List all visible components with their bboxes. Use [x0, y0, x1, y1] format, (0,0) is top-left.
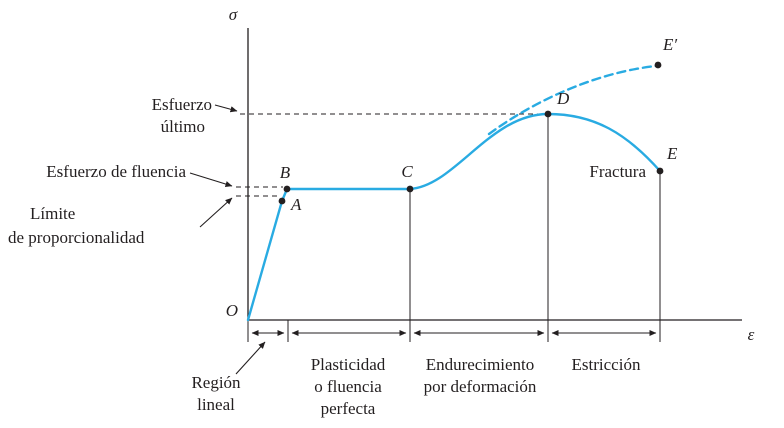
point-a-label: A	[290, 195, 302, 214]
ultimate-stress-arrow	[214, 104, 238, 113]
strain-hardening-label-line1: Endurecimiento	[426, 355, 535, 374]
ultimate-stress-label-line1: Esfuerzo	[152, 95, 212, 114]
ultimate-stress-label-line2: último	[161, 117, 205, 136]
sigma-axis-label: σ	[229, 5, 238, 24]
point-c-dot	[406, 185, 414, 193]
yield-stress-label: Esfuerzo de fluencia	[46, 162, 186, 181]
point-a-dot	[278, 197, 286, 205]
point-d-dot	[544, 110, 552, 118]
point-d-label: D	[556, 89, 570, 108]
strain-hardening-label-line2: por deformación	[424, 377, 537, 396]
true-stress-strain-dashed-curve	[487, 64, 658, 136]
linear-region-label-line2: lineal	[197, 395, 235, 414]
epsilon-axis-label: ε	[748, 325, 755, 344]
point-e-label: E	[666, 144, 678, 163]
proportional-limit-arrow	[199, 197, 233, 228]
point-e-dot	[656, 167, 664, 175]
point-e-prime-label: E′	[662, 35, 677, 54]
origin-label: O	[226, 301, 238, 320]
point-e-prime-dot	[654, 61, 662, 69]
perfect-plasticity-label-line2: o fluencia	[314, 377, 382, 396]
point-b-dot	[283, 185, 291, 193]
perfect-plasticity-label-line3: perfecta	[321, 399, 376, 418]
engineering-stress-strain-curve	[246, 112, 662, 322]
proportional-limit-label-line1: Límite	[30, 204, 75, 223]
linear-region-label-line1: Región	[191, 373, 241, 392]
necking-label: Estricción	[572, 355, 641, 374]
yield-stress-arrow	[189, 172, 233, 188]
point-b-label: B	[280, 163, 291, 182]
perfect-plasticity-label-line1: Plasticidad	[311, 355, 386, 374]
fracture-label: Fractura	[589, 162, 646, 181]
linear-region-arrow	[235, 341, 266, 375]
point-c-label: C	[401, 162, 413, 181]
proportional-limit-label-line2: de proporcionalidad	[8, 228, 145, 247]
